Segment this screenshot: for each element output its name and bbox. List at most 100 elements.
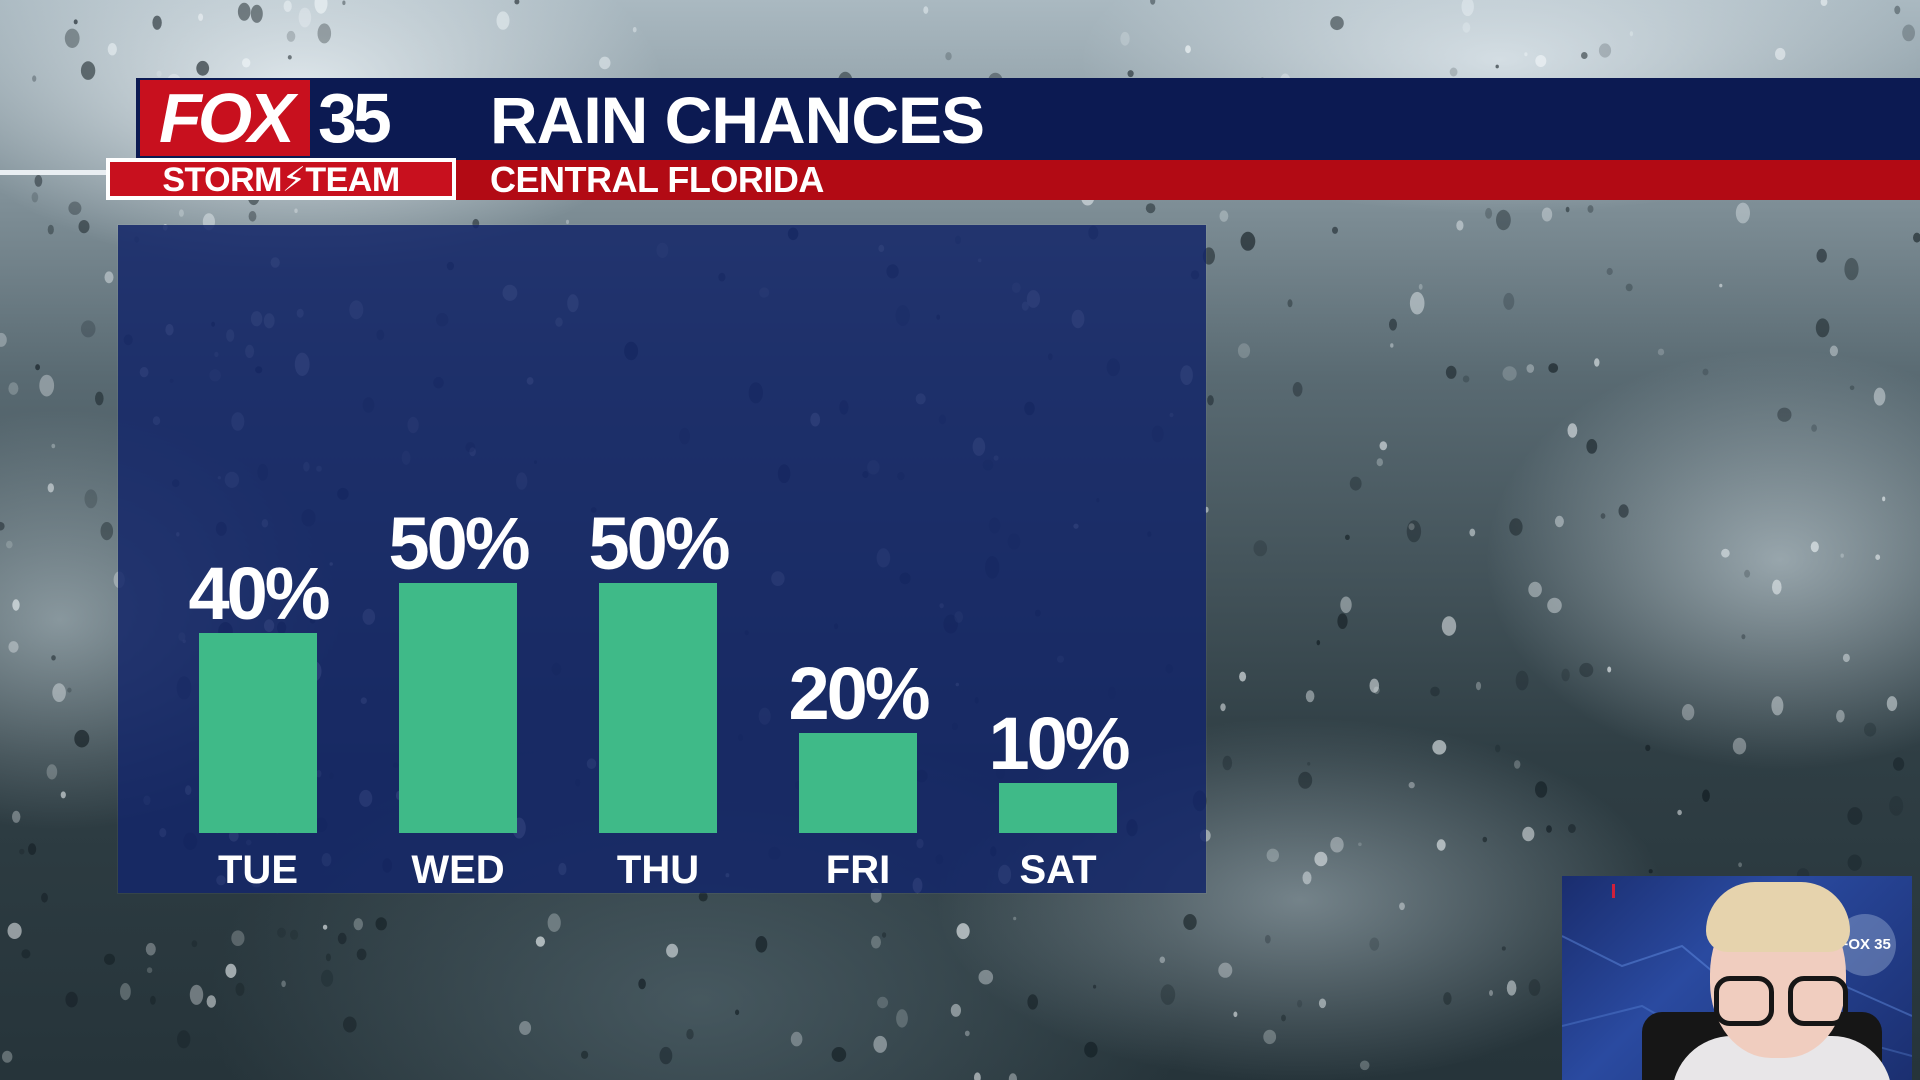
raindrop <box>231 930 245 946</box>
raindrop <box>945 52 952 61</box>
raindrop <box>298 7 312 28</box>
raindrop <box>1233 1011 1238 1018</box>
raindrop <box>547 913 561 932</box>
raindrop <box>1820 0 1828 6</box>
raindrop <box>337 932 347 945</box>
raindrop <box>1318 998 1327 1009</box>
raindrop <box>1501 946 1506 951</box>
raindrop <box>1598 43 1612 58</box>
raindrop <box>1771 696 1784 716</box>
raindrop <box>1864 722 1877 737</box>
raindrop <box>1606 267 1613 276</box>
raindrop <box>1514 760 1521 769</box>
raindrop <box>877 996 889 1009</box>
raindrop <box>1528 581 1542 598</box>
raindrop <box>146 967 153 974</box>
category-label-thu: THU <box>617 848 699 892</box>
raindrop <box>1183 914 1197 930</box>
raindrop <box>2 1050 13 1063</box>
raindrop <box>1535 781 1548 798</box>
raindrop <box>7 922 22 940</box>
raindrop <box>51 655 56 661</box>
raindrop <box>152 15 162 30</box>
raindrop <box>1316 640 1321 646</box>
raindrop <box>1535 55 1547 67</box>
raindrop <box>1456 220 1464 231</box>
raindrop <box>1485 207 1493 219</box>
raindrop <box>8 641 19 653</box>
raindrop <box>290 929 299 940</box>
category-label-sat: SAT <box>1019 848 1096 892</box>
raindrop <box>27 843 37 855</box>
raindrop <box>1586 439 1598 454</box>
raindrop <box>1253 540 1268 557</box>
raindrop <box>1744 569 1751 578</box>
raindrop <box>353 918 363 931</box>
raindrop <box>1297 999 1303 1008</box>
raindrop <box>1345 534 1350 540</box>
raindrop <box>1522 826 1535 842</box>
raindrop <box>1561 668 1570 682</box>
raindrop <box>896 1009 908 1028</box>
raindrop <box>237 2 251 21</box>
raindrop <box>1502 366 1517 381</box>
raindrop <box>1461 0 1474 17</box>
header-accent-line <box>0 170 110 175</box>
raindrop <box>923 6 929 14</box>
raindrop <box>250 4 263 23</box>
raindrop <box>1741 634 1746 640</box>
raindrop <box>32 75 37 82</box>
raindrop <box>1445 365 1457 379</box>
raindrop <box>882 932 887 938</box>
raindrop <box>1568 824 1576 833</box>
raindrop <box>1902 24 1915 42</box>
raindrop <box>1889 796 1904 816</box>
raindrop <box>790 1031 803 1047</box>
raindrop <box>283 0 292 12</box>
raindrop <box>1681 704 1695 721</box>
raindrop <box>19 848 25 855</box>
raindrop <box>198 13 204 21</box>
raindrop <box>294 208 298 214</box>
raindrop <box>1815 318 1830 338</box>
raindrop <box>956 923 970 940</box>
raindrop <box>1222 755 1233 771</box>
raindrop <box>566 219 569 225</box>
raindrop <box>177 1030 191 1049</box>
raindrop <box>964 1030 970 1037</box>
value-label-thu: 50% <box>588 502 728 585</box>
raindrop <box>1836 709 1845 723</box>
raindrop <box>1547 597 1562 614</box>
raindrop <box>1369 678 1380 693</box>
raindrop <box>1084 1041 1098 1058</box>
raindrop <box>1408 781 1415 789</box>
raindrop <box>74 729 90 748</box>
bar-fri <box>799 733 917 833</box>
raindrop <box>698 891 708 902</box>
raindrop <box>281 980 286 988</box>
raindrop <box>1546 825 1552 833</box>
raindrop <box>1359 1060 1370 1071</box>
raindrop <box>1314 851 1328 867</box>
raindrop <box>1013 916 1017 921</box>
rain-chance-chart: 40% TUE 50% WED 50% THU 20% FRI 10% SAT <box>188 502 1131 892</box>
raindrop <box>1567 423 1578 438</box>
raindrop <box>496 11 510 30</box>
raindrop <box>248 211 257 222</box>
raindrop <box>1430 686 1440 697</box>
raindrop <box>80 61 96 80</box>
raindrop <box>31 192 39 203</box>
raindrop <box>150 995 156 1005</box>
raindrop <box>831 1047 847 1062</box>
raindrop <box>735 1009 740 1016</box>
raindrop <box>1240 231 1256 251</box>
raindrop <box>1565 206 1570 213</box>
category-label-wed: WED <box>411 848 504 892</box>
raindrop <box>156 70 162 77</box>
raindrop <box>235 982 245 996</box>
raindrop <box>659 1046 673 1065</box>
bar-wed <box>399 583 517 833</box>
raindrop <box>632 27 637 33</box>
raindrop <box>1287 299 1293 308</box>
raindrop <box>1528 979 1541 996</box>
